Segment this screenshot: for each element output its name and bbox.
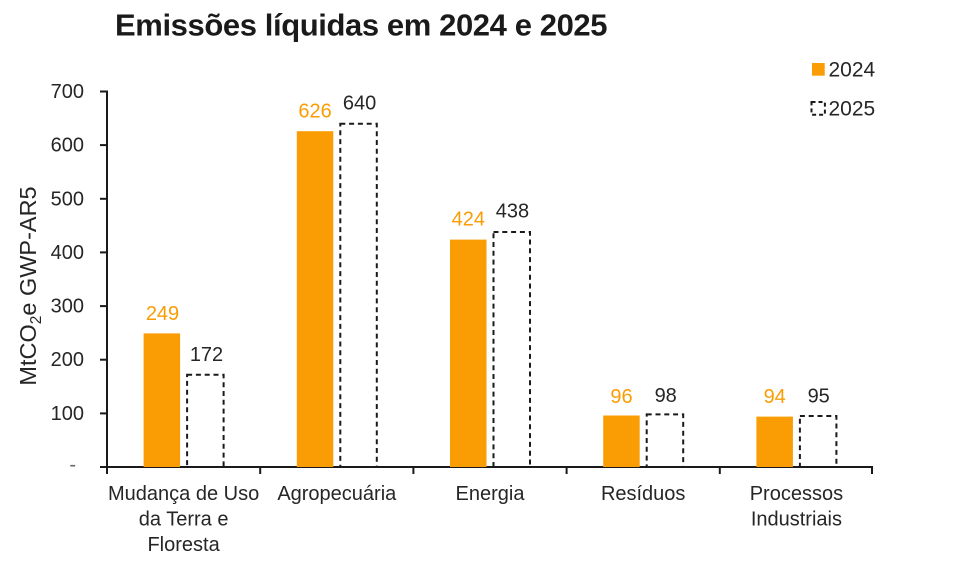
svg-text:MtCO2e GWP-AR5: MtCO2e GWP-AR5	[15, 186, 45, 385]
svg-text:Agropecuária: Agropecuária	[277, 483, 397, 505]
svg-text:172: 172	[190, 344, 223, 366]
svg-text:500: 500	[51, 188, 84, 210]
svg-text:98: 98	[655, 385, 677, 407]
svg-text:424: 424	[452, 208, 485, 230]
svg-text:Processos: Processos	[750, 483, 843, 505]
svg-text:2024: 2024	[829, 59, 876, 82]
svg-text:95: 95	[808, 385, 830, 407]
svg-text:da Terra e: da Terra e	[139, 509, 229, 531]
svg-text:-: -	[69, 454, 76, 476]
svg-text:100: 100	[51, 403, 84, 425]
svg-text:300: 300	[51, 296, 84, 318]
svg-text:438: 438	[496, 201, 529, 223]
svg-text:Industriais: Industriais	[751, 509, 842, 531]
svg-text:96: 96	[610, 386, 632, 408]
svg-text:600: 600	[51, 135, 84, 157]
svg-text:200: 200	[51, 349, 84, 371]
svg-text:249: 249	[146, 303, 179, 325]
svg-text:Floresta: Floresta	[147, 534, 220, 556]
svg-text:Resíduos: Resíduos	[601, 483, 686, 505]
svg-text:2025: 2025	[829, 98, 876, 121]
svg-text:Mudança de Uso: Mudança de Uso	[108, 483, 259, 505]
svg-text:Energia: Energia	[456, 483, 526, 505]
svg-text:Emissões líquidas em 2024 e 20: Emissões líquidas em 2024 e 2025	[115, 7, 607, 42]
svg-text:94: 94	[764, 386, 786, 408]
svg-text:400: 400	[51, 242, 84, 264]
svg-text:700: 700	[51, 81, 84, 103]
svg-text:640: 640	[343, 93, 376, 115]
svg-text:626: 626	[298, 101, 331, 123]
